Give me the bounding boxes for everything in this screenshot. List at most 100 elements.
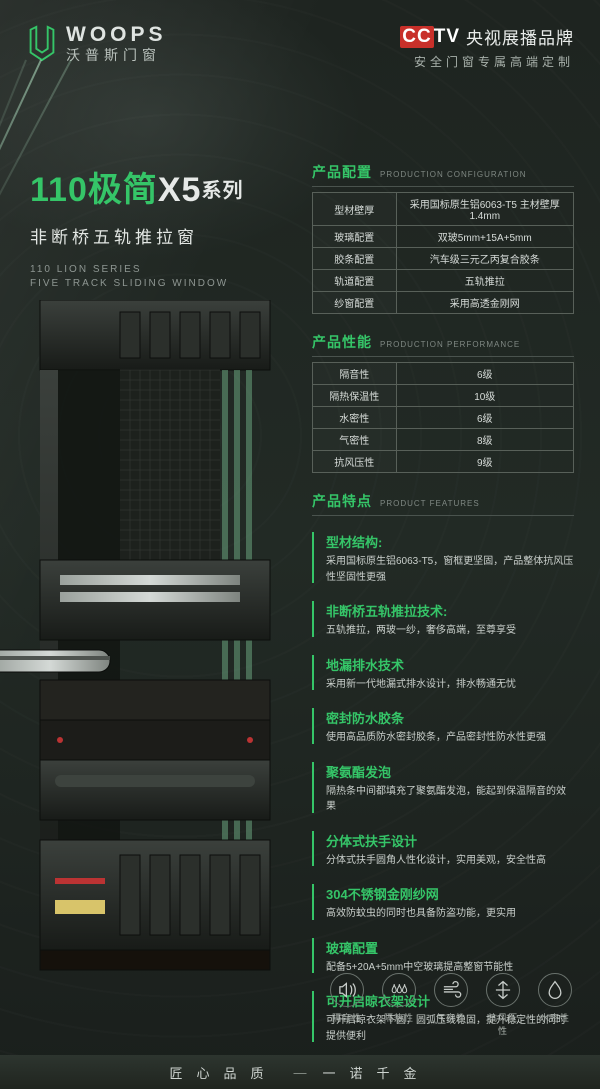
badge-label: 隔音性 xyxy=(328,1011,366,1024)
title-sub: 非断桥五轨推拉窗 xyxy=(30,223,243,248)
section-cn: 产品性能 xyxy=(312,332,372,352)
feature-desc: 分体式扶手圆角人性化设计，实用美观，安全性高 xyxy=(326,853,574,869)
heat-icon xyxy=(382,973,416,1007)
feature-title: 非断桥五轨推拉技术: xyxy=(326,601,574,620)
title-prefix: 110 xyxy=(30,171,88,209)
table-cell: 9级 xyxy=(396,451,573,473)
table-cell: 胶条配置 xyxy=(313,248,397,270)
title-mid: 极简 xyxy=(88,171,158,209)
table-cell: 10级 xyxy=(396,385,573,407)
feature-title: 聚氨酯发泡 xyxy=(326,762,574,781)
feature-desc: 采用国标原生铝6063-T5，窗框更坚固，产品整体抗风压性坚固性更强 xyxy=(326,554,574,585)
logo-en: WOOPS xyxy=(66,24,167,46)
title-en2: FIVE TRACK SLIDING WINDOW xyxy=(30,278,243,289)
section-en: PRODUCTION PERFORMANCE xyxy=(380,340,520,349)
section-en: PRODUCT FEATURES xyxy=(380,499,480,508)
feature-item: 非断桥五轨推拉技术: 五轨推拉，两玻一纱，奢侈高端，至尊享受 xyxy=(312,601,574,639)
table-cell: 汽车级三元乙丙复合胶条 xyxy=(396,248,573,270)
section-cn: 产品特点 xyxy=(312,491,372,511)
feature-desc: 高效防蚊虫的同时也具备防盗功能，更实用 xyxy=(326,906,574,922)
table-row: 气密性8级 xyxy=(313,429,574,451)
table-cell: 双玻5mm+15A+5mm xyxy=(396,226,573,248)
config-table: 型材壁厚采用国标原生铝6063-T5 主材壁厚1.4mm玻璃配置双玻5mm+15… xyxy=(312,192,574,314)
section-header-perf: 产品性能 PRODUCTION PERFORMANCE xyxy=(312,332,574,357)
feature-title: 型材结构: xyxy=(326,532,574,551)
product-illustration xyxy=(0,300,300,980)
title-en1: 110 LION SERIES xyxy=(30,264,243,275)
logo-cn: 沃普斯门窗 xyxy=(66,48,167,63)
feature-desc: 使用高品质防水密封胶条，产品密封性防水性更强 xyxy=(326,730,574,746)
table-cell: 隔音性 xyxy=(313,363,397,385)
title-tail: 系列 xyxy=(201,180,243,202)
perf-table: 隔音性6级隔热保温性10级水密性6级气密性8级抗风压性9级 xyxy=(312,362,574,473)
badge: 隔音性 xyxy=(328,973,366,1037)
feature-item: 型材结构: 采用国标原生铝6063-T5，窗框更坚固，产品整体抗风压性坚固性更强 xyxy=(312,532,574,585)
badge: 隔热性 xyxy=(380,973,418,1037)
wind-icon xyxy=(486,973,520,1007)
header: WOOPS 沃普斯门窗 CCTV 央视展播品牌 安全门窗专属高端定制 xyxy=(0,0,600,70)
title-main: 110极简X5系列 xyxy=(30,162,243,211)
table-row: 玻璃配置双玻5mm+15A+5mm xyxy=(313,226,574,248)
table-row: 抗风压性9级 xyxy=(313,451,574,473)
footer-strip: 匠心品质 — 一诺千金 xyxy=(0,1055,600,1089)
feature-item: 聚氨酯发泡隔热条中间都填充了聚氨酯发泡，能起到保温隔音的效果 xyxy=(312,762,574,815)
table-cell: 轨道配置 xyxy=(313,270,397,292)
section-header-config: 产品配置 PRODUCTION CONFIGURATION xyxy=(312,162,574,187)
table-cell: 6级 xyxy=(396,363,573,385)
badge-row: 隔音性 隔热性 气密性 抗风压性水密性 xyxy=(328,973,574,1037)
feature-item: 分体式扶手设计分体式扶手圆角人性化设计，实用美观，安全性高 xyxy=(312,831,574,869)
feature-title: 分体式扶手设计 xyxy=(326,831,574,850)
feature-desc: 采用新一代地漏式排水设计，排水畅通无忧 xyxy=(326,677,574,693)
feature-list: 型材结构: 采用国标原生铝6063-T5，窗框更坚固，产品整体抗风压性坚固性更强非… xyxy=(312,532,574,1044)
feature-item: 地漏排水技术采用新一代地漏式排水设计，排水畅通无忧 xyxy=(312,655,574,693)
feature-title: 玻璃配置 xyxy=(326,938,574,957)
feature-desc: 五轨推拉，两玻一纱，奢侈高端，至尊享受 xyxy=(326,623,574,639)
badge: 水密性 xyxy=(536,973,574,1037)
table-cell: 玻璃配置 xyxy=(313,226,397,248)
section-cn: 产品配置 xyxy=(312,162,372,182)
table-cell: 气密性 xyxy=(313,429,397,451)
feature-title: 地漏排水技术 xyxy=(326,655,574,674)
cctv-tag: 央视展播品牌 xyxy=(466,24,574,49)
table-row: 水密性6级 xyxy=(313,407,574,429)
feature-title: 304不锈钢金刚纱网 xyxy=(326,884,574,903)
table-row: 隔热保温性10级 xyxy=(313,385,574,407)
table-cell: 采用国标原生铝6063-T5 主材壁厚1.4mm xyxy=(396,193,573,226)
water-icon xyxy=(538,973,572,1007)
logo-mark-icon xyxy=(26,24,58,62)
footer-right: 一诺千金 xyxy=(323,1063,431,1082)
feature-item: 密封防水胶条使用高品质防水密封胶条，产品密封性防水性更强 xyxy=(312,708,574,746)
table-cell: 型材壁厚 xyxy=(313,193,397,226)
table-row: 隔音性6级 xyxy=(313,363,574,385)
table-cell: 隔热保温性 xyxy=(313,385,397,407)
table-cell: 8级 xyxy=(396,429,573,451)
title-suffix: X5 xyxy=(158,171,202,209)
table-cell: 采用高透金刚网 xyxy=(396,292,573,314)
feature-desc: 隔热条中间都填充了聚氨酯发泡，能起到保温隔音的效果 xyxy=(326,784,574,815)
table-cell: 纱窗配置 xyxy=(313,292,397,314)
badge: 气密性 xyxy=(432,973,470,1037)
right-column: 产品配置 PRODUCTION CONFIGURATION 型材壁厚采用国标原生… xyxy=(312,162,574,1060)
badge-label: 气密性 xyxy=(432,1011,470,1024)
table-row: 纱窗配置采用高透金刚网 xyxy=(313,292,574,314)
table-cell: 五轨推拉 xyxy=(396,270,573,292)
badge: 抗风压性 xyxy=(484,973,522,1037)
table-cell: 6级 xyxy=(396,407,573,429)
feature-title: 密封防水胶条 xyxy=(326,708,574,727)
feature-item: 304不锈钢金刚纱网高效防蚊虫的同时也具备防盗功能，更实用 xyxy=(312,884,574,922)
brand-logo: WOOPS 沃普斯门窗 xyxy=(26,24,167,63)
footer-left: 匠心品质 xyxy=(169,1063,277,1082)
section-header-feat: 产品特点 PRODUCT FEATURES xyxy=(312,491,574,516)
feature-item: 玻璃配置配备5+20A+5mm中空玻璃提高整窗节能性 xyxy=(312,938,574,976)
air-icon xyxy=(434,973,468,1007)
table-row: 胶条配置汽车级三元乙丙复合胶条 xyxy=(313,248,574,270)
section-en: PRODUCTION CONFIGURATION xyxy=(380,170,527,179)
badge-label: 隔热性 xyxy=(380,1011,418,1024)
table-cell: 抗风压性 xyxy=(313,451,397,473)
table-row: 轨道配置五轨推拉 xyxy=(313,270,574,292)
cctv-logo-icon: CCTV xyxy=(400,26,460,48)
cctv-block: CCTV 央视展播品牌 安全门窗专属高端定制 xyxy=(400,24,574,70)
footer-sep: — xyxy=(294,1065,307,1080)
table-row: 型材壁厚采用国标原生铝6063-T5 主材壁厚1.4mm xyxy=(313,193,574,226)
title-block: 110极简X5系列 非断桥五轨推拉窗 110 LION SERIES FIVE … xyxy=(30,162,243,289)
